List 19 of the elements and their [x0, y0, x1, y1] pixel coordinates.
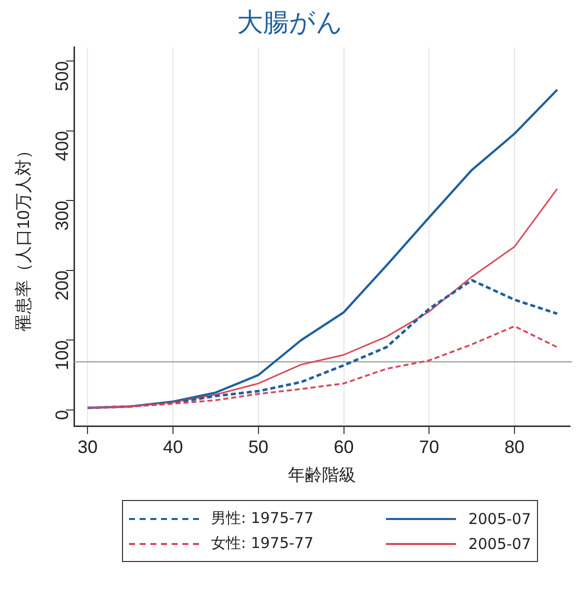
x-tick-label: 80 [504, 436, 525, 457]
x-tick-label: 30 [78, 436, 98, 457]
y-axis-title: 罹患率（人口10万人対） [14, 142, 33, 332]
legend-label: 男性: 1975-77 [211, 509, 314, 528]
y-tick-label: 300 [52, 200, 72, 231]
y-tick-label: 100 [52, 340, 72, 370]
legend-label: 2005-07 [468, 534, 531, 552]
legend-label: 2005-07 [468, 510, 531, 528]
y-tick-label: 500 [52, 61, 72, 92]
chart-title: 大腸がん [237, 6, 343, 37]
y-tick-label: 0 [52, 410, 72, 420]
x-tick-label: 60 [334, 436, 354, 457]
x-tick-label: 70 [419, 436, 440, 457]
legend-label: 女性: 1975-77 [211, 534, 314, 553]
y-tick-label: 400 [52, 130, 72, 161]
x-tick-label: 50 [248, 436, 268, 457]
y-tick-label: 200 [52, 270, 72, 300]
x-tick-label: 40 [163, 436, 184, 457]
x-axis-title: 年齢階級 [288, 465, 356, 484]
